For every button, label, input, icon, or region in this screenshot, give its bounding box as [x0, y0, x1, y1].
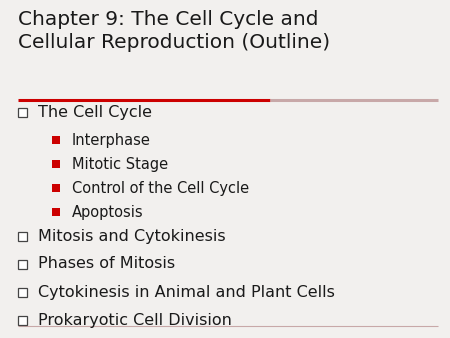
Text: Prokaryotic Cell Division: Prokaryotic Cell Division — [38, 313, 232, 328]
Bar — [52, 160, 60, 168]
Bar — [18, 232, 27, 241]
Bar — [18, 288, 27, 296]
Bar — [52, 184, 60, 192]
Text: The Cell Cycle: The Cell Cycle — [38, 104, 152, 120]
Bar — [18, 315, 27, 324]
Text: Chapter 9: The Cell Cycle and
Cellular Reproduction (Outline): Chapter 9: The Cell Cycle and Cellular R… — [18, 10, 330, 52]
Text: Mitosis and Cytokinesis: Mitosis and Cytokinesis — [38, 228, 225, 243]
Text: Apoptosis: Apoptosis — [72, 204, 144, 219]
Text: Phases of Mitosis: Phases of Mitosis — [38, 257, 175, 271]
Bar — [18, 260, 27, 268]
Text: Cytokinesis in Animal and Plant Cells: Cytokinesis in Animal and Plant Cells — [38, 285, 335, 299]
Bar — [52, 136, 60, 144]
Text: Mitotic Stage: Mitotic Stage — [72, 156, 168, 171]
Bar — [18, 107, 27, 117]
Text: Control of the Cell Cycle: Control of the Cell Cycle — [72, 180, 249, 195]
Bar — [52, 208, 60, 216]
Text: Interphase: Interphase — [72, 132, 151, 147]
